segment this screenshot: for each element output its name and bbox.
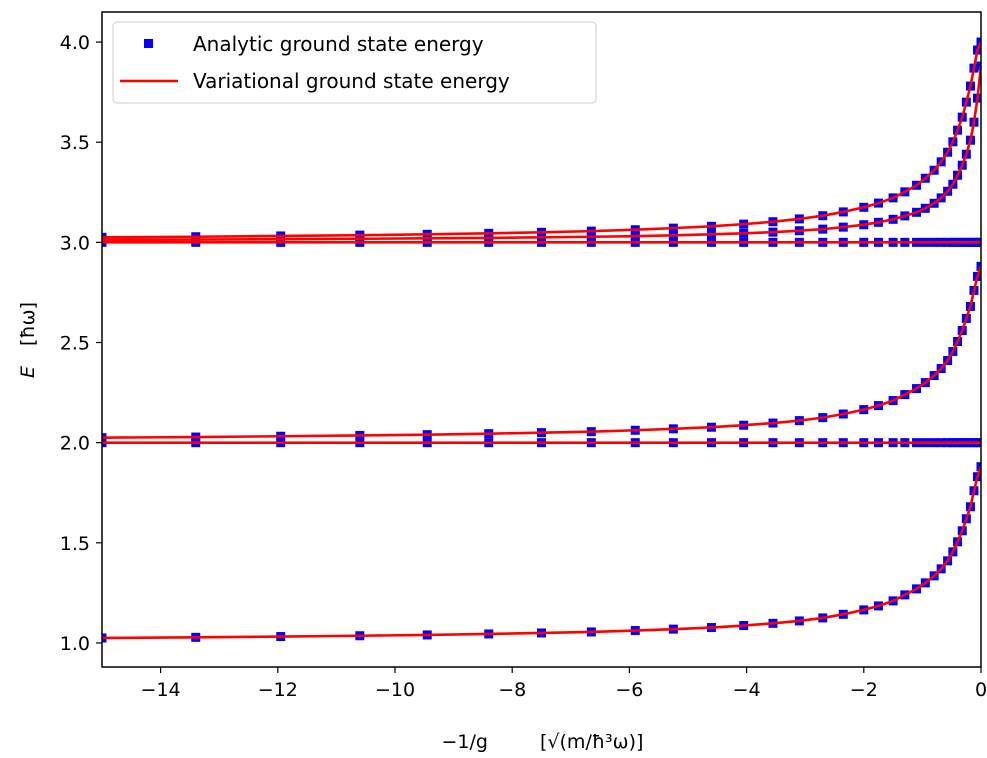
y-tick-label: 1.5: [60, 533, 90, 555]
analytic-energy-point: [976, 37, 981, 47]
x-tick-label: 0: [975, 679, 987, 701]
y-tick-label: 2.5: [60, 333, 90, 355]
x-tick-label: −2: [850, 679, 878, 701]
legend-label-variational: Variational ground state energy: [193, 69, 510, 93]
variational-energy-line: [102, 41, 981, 239]
legend-box: [112, 21, 597, 104]
y-axis-label: E: [17, 366, 39, 378]
variational-lines-layer: [102, 41, 981, 640]
x-tick-label: −6: [615, 679, 643, 701]
x-tick-label: −12: [258, 679, 298, 701]
x-tick-label: −14: [141, 679, 181, 701]
legend-label-analytic: Analytic ground state energy: [193, 32, 484, 56]
legend-marker-analytic: [144, 39, 153, 48]
analytic-energy-point: [976, 61, 981, 71]
y-tick-label: 2.0: [60, 433, 90, 455]
y-axis-unit: [ħω]: [17, 302, 39, 346]
variational-energy-line: [102, 265, 981, 439]
variational-energy-line: [102, 65, 981, 242]
y-axis-ticks: 1.0 1.5 2.0 2.5 3.0 3.5 4.0: [60, 32, 102, 655]
x-axis-ticks: −14 −12 −10 −8 −6 −4 −2 0: [141, 667, 987, 701]
x-axis-label: −1/g: [442, 731, 488, 753]
x-tick-label: −10: [375, 679, 415, 701]
x-axis-title: −1/g [√(m/ħ³ω)]: [442, 731, 644, 753]
x-axis-unit: [√(m/ħ³ω)]: [540, 731, 643, 753]
y-tick-label: 4.0: [60, 32, 90, 54]
y-axis-title: E [ħω]: [17, 302, 39, 378]
analytic-energy-point: [976, 462, 981, 472]
x-tick-label: −8: [498, 679, 526, 701]
y-tick-label: 1.0: [60, 633, 90, 655]
y-tick-label: 3.5: [60, 132, 90, 154]
legend: Analytic ground state energy Variational…: [112, 21, 597, 104]
y-tick-label: 3.0: [60, 232, 90, 254]
x-tick-label: −4: [733, 679, 761, 701]
analytic-energy-point: [976, 261, 981, 271]
plot-frame: [101, 11, 982, 668]
svg-text:E [ħω]: E [ħω]: [17, 302, 39, 378]
variational-energy-line: [102, 466, 981, 640]
